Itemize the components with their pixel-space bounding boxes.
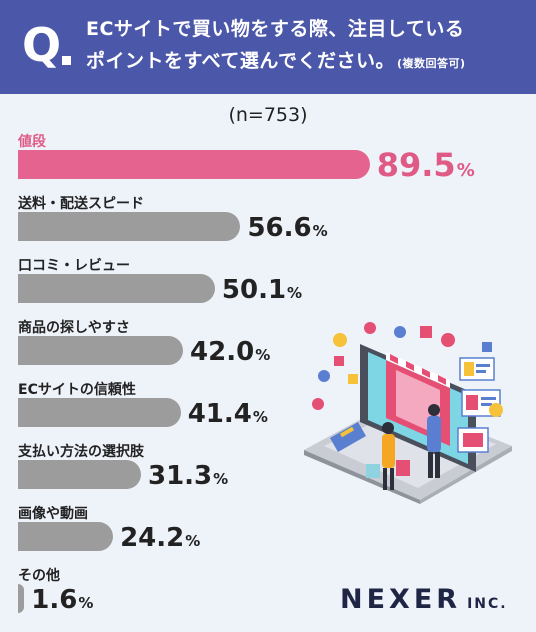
- value-label: 31.3%: [148, 463, 228, 489]
- value-unit: %: [213, 470, 229, 488]
- question-note: (複数回答可): [396, 57, 466, 70]
- value-unit: %: [252, 408, 268, 426]
- value-number: 24.2: [120, 523, 185, 553]
- value-label: 89.5%: [377, 149, 475, 181]
- bar: [18, 274, 215, 303]
- bar: [18, 460, 141, 489]
- question-text-line2-main: ポイントをすべて選んでください。: [86, 50, 395, 72]
- bar: [18, 398, 181, 427]
- bar: [18, 522, 114, 551]
- category-label: 支払い方法の選択肢: [18, 444, 144, 460]
- value-unit: %: [78, 594, 94, 612]
- category-label: 商品の探しやすさ: [18, 320, 130, 336]
- category-label: ECサイトの信頼性: [18, 382, 136, 398]
- bar: [18, 150, 370, 179]
- category-label: 値段: [18, 134, 46, 150]
- value-unit: %: [287, 284, 303, 302]
- category-label: 画像や動画: [18, 506, 88, 522]
- category-label: その他: [18, 568, 60, 584]
- value-unit: %: [185, 532, 201, 550]
- value-label: 50.1%: [222, 277, 302, 303]
- category-label: 口コミ・レビュー: [18, 258, 130, 274]
- logo-main: NEXER: [340, 584, 462, 615]
- question-letter: Q: [22, 18, 62, 72]
- question-text-line1: ECサイトで買い物をする際、注目している: [86, 18, 465, 40]
- value-unit: %: [312, 222, 328, 240]
- value-unit: %: [255, 346, 271, 364]
- question-header: Q ECサイトで買い物をする際、注目している ポイントをすべて選んでください。(…: [0, 0, 536, 94]
- value-number: 50.1: [221, 275, 287, 305]
- bar: [18, 212, 241, 241]
- value-unit: %: [456, 160, 475, 181]
- category-label: 送料・配送スピード: [18, 196, 144, 212]
- logo-suffix: INC.: [467, 596, 508, 612]
- value-number: 1.6: [31, 585, 78, 615]
- value-number: 89.5: [376, 146, 456, 184]
- bar: [18, 336, 184, 365]
- value-number: 42.0: [190, 337, 255, 367]
- value-label: 24.2%: [120, 525, 200, 551]
- nexer-logo: NEXER INC.: [340, 584, 508, 615]
- value-number: 56.6: [247, 213, 312, 243]
- value-label: 42.0%: [190, 339, 270, 365]
- bar: [18, 584, 25, 613]
- value-number: 41.4: [187, 399, 252, 429]
- question-text-line2: ポイントをすべて選んでください。 (複数回答可): [86, 46, 466, 73]
- question-dot: [62, 56, 71, 65]
- value-number: 31.3: [148, 461, 213, 491]
- value-label: 41.4%: [188, 401, 268, 427]
- sample-size: (n=753): [228, 104, 308, 126]
- online-shopping-laptop-illustration: [304, 322, 512, 504]
- value-label: 56.6%: [247, 215, 327, 241]
- value-label: 1.6%: [31, 587, 93, 613]
